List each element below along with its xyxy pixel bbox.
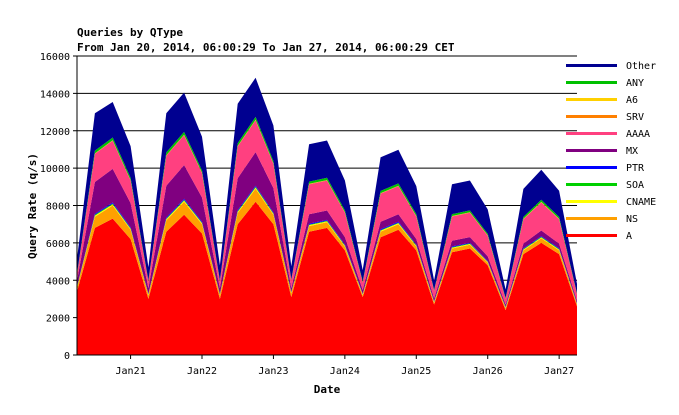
y-tick-label: 2000	[46, 314, 70, 325]
legend-label-any: ANY	[626, 78, 644, 89]
x-axis-ticks: Jan21 Jan22 Jan23 Jan24 Jan25 Jan26 Jan27	[116, 355, 574, 377]
y-tick-label: 6000	[46, 239, 70, 250]
x-tick-label: Jan25	[401, 366, 431, 377]
x-tick-label: Jan21	[116, 366, 146, 377]
y-tick-label: 8000	[46, 202, 70, 213]
legend-label-a: A	[626, 231, 632, 242]
legend-swatch-cname	[566, 200, 617, 203]
legend-label-aaaa: AAAA	[626, 129, 650, 140]
y-tick-label: 12000	[40, 127, 70, 138]
legend-swatch-ns	[566, 217, 617, 220]
x-tick-label: Jan23	[258, 366, 288, 377]
legend-swatch-ptr	[566, 166, 617, 169]
x-tick-label: Jan26	[473, 366, 503, 377]
legend: Other ANY A6 SRV AAAA MX PTR SOA CNAME NS A	[566, 61, 656, 242]
x-tick-label: Jan27	[544, 366, 574, 377]
legend-label-a6: A6	[626, 95, 638, 106]
legend-label-other: Other	[626, 61, 656, 72]
legend-label-ns: NS	[626, 214, 638, 225]
legend-swatch-a6	[566, 98, 617, 101]
series-area-a	[77, 201, 577, 355]
y-tick-label: 10000	[40, 164, 70, 175]
y-axis-label: Query Rate (q/s)	[26, 153, 39, 259]
y-axis-ticks: 0 2000 4000 6000 8000 10000 12000 14000 16000	[40, 52, 77, 362]
chart-subtitle: From Jan 20, 2014, 06:00:29 To Jan 27, 2…	[77, 41, 455, 54]
x-axis-label: Date	[314, 383, 341, 396]
legend-swatch-soa	[566, 183, 617, 186]
legend-swatch-aaaa	[566, 132, 617, 135]
y-tick-label: 0	[64, 351, 70, 362]
x-tick-label: Jan22	[187, 366, 217, 377]
legend-swatch-a	[566, 234, 617, 237]
legend-swatch-any	[566, 81, 617, 84]
legend-label-soa: SOA	[626, 180, 644, 191]
chart-title: Queries by QType	[77, 26, 183, 39]
legend-label-srv: SRV	[626, 112, 644, 123]
legend-swatch-mx	[566, 149, 617, 152]
stacked-areas	[77, 77, 577, 355]
legend-label-mx: MX	[626, 146, 638, 157]
y-tick-label: 4000	[46, 276, 70, 287]
y-tick-label: 16000	[40, 52, 70, 63]
legend-label-ptr: PTR	[626, 163, 645, 174]
legend-label-cname: CNAME	[626, 197, 656, 208]
x-tick-label: Jan24	[330, 366, 360, 377]
y-tick-label: 14000	[40, 89, 70, 100]
legend-swatch-other	[566, 64, 617, 67]
legend-swatch-srv	[566, 115, 617, 118]
